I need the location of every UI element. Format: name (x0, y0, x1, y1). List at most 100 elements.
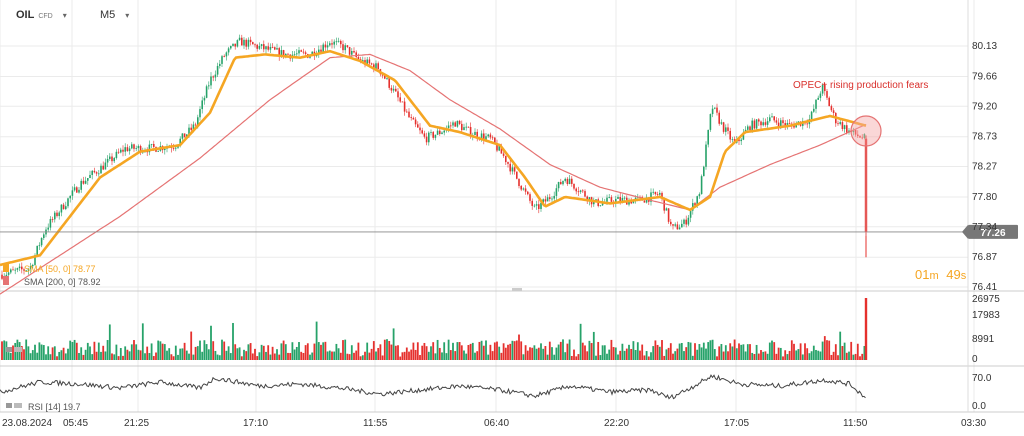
sma50-legend[interactable]: SMA [50, 0] 78.77 (3, 263, 96, 274)
candle-body (643, 200, 646, 203)
volume-bar (40, 344, 43, 360)
candle-body (709, 114, 712, 130)
candle-body (397, 91, 399, 98)
volume-bar (216, 354, 219, 360)
candle-body (414, 119, 417, 125)
candle-body (555, 188, 558, 196)
volume-bar (23, 349, 25, 360)
panel-icon (6, 403, 12, 408)
volume-bar (207, 349, 210, 360)
candle-body (443, 130, 445, 133)
volume-bar (194, 346, 197, 360)
volume-bar (62, 347, 65, 360)
candle-body (62, 204, 65, 210)
candle-body (832, 110, 835, 114)
chevron-down-icon[interactable]: ▾ (62, 10, 67, 20)
volume-bar (590, 343, 593, 360)
resize-handle[interactable] (512, 288, 522, 291)
rsi-line (0, 374, 866, 400)
volume-bar (482, 345, 485, 360)
candle-body (729, 130, 731, 140)
candle-body (179, 138, 181, 146)
candle-body (617, 196, 619, 199)
candle-body (296, 53, 298, 55)
candle-body (188, 127, 190, 135)
candle-body (683, 219, 685, 224)
candle-body (337, 40, 340, 42)
volume-bar (542, 348, 545, 360)
volume-bar (584, 345, 586, 360)
candle-body (256, 44, 258, 49)
volume-panel-icon[interactable] (6, 347, 22, 352)
candle-body (474, 131, 476, 136)
chevron-down-icon[interactable]: ▾ (125, 10, 130, 20)
candle-body (120, 149, 122, 153)
volume-bar (511, 340, 514, 360)
volume-bar (702, 342, 705, 360)
candle-body (606, 197, 608, 202)
volume-bar (166, 350, 168, 360)
candle-body (610, 197, 613, 202)
volume-bar (775, 353, 778, 360)
candle-body (203, 97, 206, 101)
price-tick: 79.20 (972, 101, 997, 112)
volume-bar (573, 349, 575, 360)
candle-body (720, 122, 723, 124)
volume-bar (69, 340, 72, 360)
candle-body (304, 52, 307, 55)
volume-bar (181, 348, 184, 360)
volume-bar (324, 341, 327, 360)
candle-body (135, 148, 137, 149)
candle-body (456, 120, 459, 127)
event-marker[interactable] (850, 115, 882, 147)
candle-body (78, 189, 80, 193)
candle-body (742, 132, 745, 140)
volume-bar (86, 342, 89, 360)
volume-bar (311, 352, 314, 360)
volume-bar (328, 350, 331, 360)
volume-bar (414, 349, 417, 360)
candle-body (302, 51, 305, 53)
timeframe-selector[interactable]: M5 ▾ (100, 9, 129, 21)
sma200-legend[interactable]: SMA [200, 0] 78.92 (3, 276, 101, 287)
volume-bar (97, 342, 100, 360)
volume-bar (258, 352, 261, 360)
volume-bar (663, 355, 666, 360)
volume-bar (443, 342, 446, 360)
volume-bar (148, 353, 151, 360)
volume-bar (49, 354, 52, 360)
volume-bar (689, 342, 692, 360)
volume-bar (425, 346, 428, 360)
price-tick: 77.34 (972, 222, 997, 233)
sma200-legend-label: SMA [200, 0] 78.92 (24, 277, 101, 287)
volume-bar (416, 342, 419, 360)
candle-body (562, 180, 564, 185)
candle-body (852, 129, 855, 133)
candle-body (117, 151, 120, 153)
volume-bar (722, 351, 725, 360)
symbol-header[interactable]: OIL CFD ▾ (16, 9, 67, 21)
volume-bar (667, 347, 670, 360)
candle-body (47, 227, 49, 230)
volume-bar (819, 351, 822, 360)
candle-body (205, 86, 208, 98)
volume-bar (766, 353, 769, 360)
volume-bar (859, 356, 861, 360)
candle-body (126, 147, 129, 152)
volume-bar (669, 343, 672, 360)
volume-bar (370, 348, 373, 360)
volume-bar (773, 342, 776, 360)
volume-bar (130, 344, 133, 360)
volume-bar (837, 355, 839, 360)
rsi-legend[interactable]: RSI [14] 19.7 (6, 402, 81, 412)
candle-body (491, 137, 494, 139)
candle-body (113, 158, 115, 162)
candle-body (238, 37, 241, 41)
volume-bar (34, 344, 36, 360)
volume-bar (454, 351, 457, 360)
volume-bar (639, 350, 641, 360)
candle-body (377, 63, 379, 70)
candle-body (841, 122, 844, 130)
volume-bar (617, 354, 619, 360)
